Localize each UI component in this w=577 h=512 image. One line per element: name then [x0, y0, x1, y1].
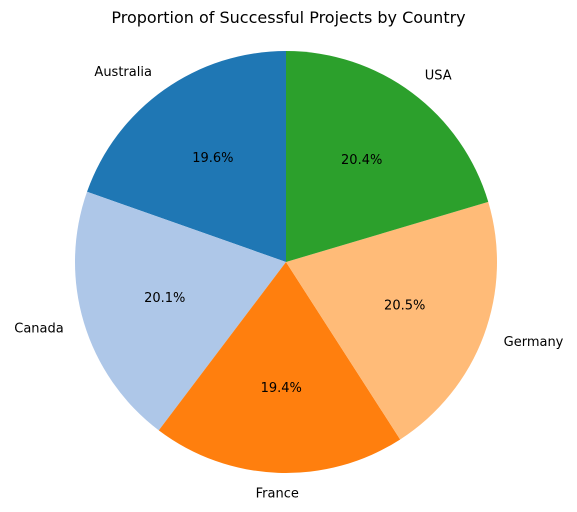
chart-title: Proportion of Successful Projects by Cou… — [111, 8, 466, 27]
percent-label-france: 19.4% — [261, 381, 302, 396]
percent-label-germany: 20.5% — [384, 299, 425, 314]
pie-slice-germany — [286, 201, 497, 440]
percent-label-australia: 19.6% — [192, 151, 233, 166]
slice-label-canada: Canada — [14, 321, 63, 336]
pie-slice-france — [158, 262, 401, 473]
pie-slice-australia — [87, 51, 287, 262]
percent-label-usa: 20.4% — [341, 153, 382, 168]
pie-slice-canada — [74, 191, 286, 431]
pie-slice-usa — [286, 51, 489, 262]
slice-label-france: France — [256, 486, 299, 501]
slice-label-germany: Germany — [504, 335, 564, 350]
slice-label-usa: USA — [425, 68, 452, 83]
slice-label-australia: Australia — [94, 65, 152, 80]
percent-label-canada: 20.1% — [144, 291, 185, 306]
